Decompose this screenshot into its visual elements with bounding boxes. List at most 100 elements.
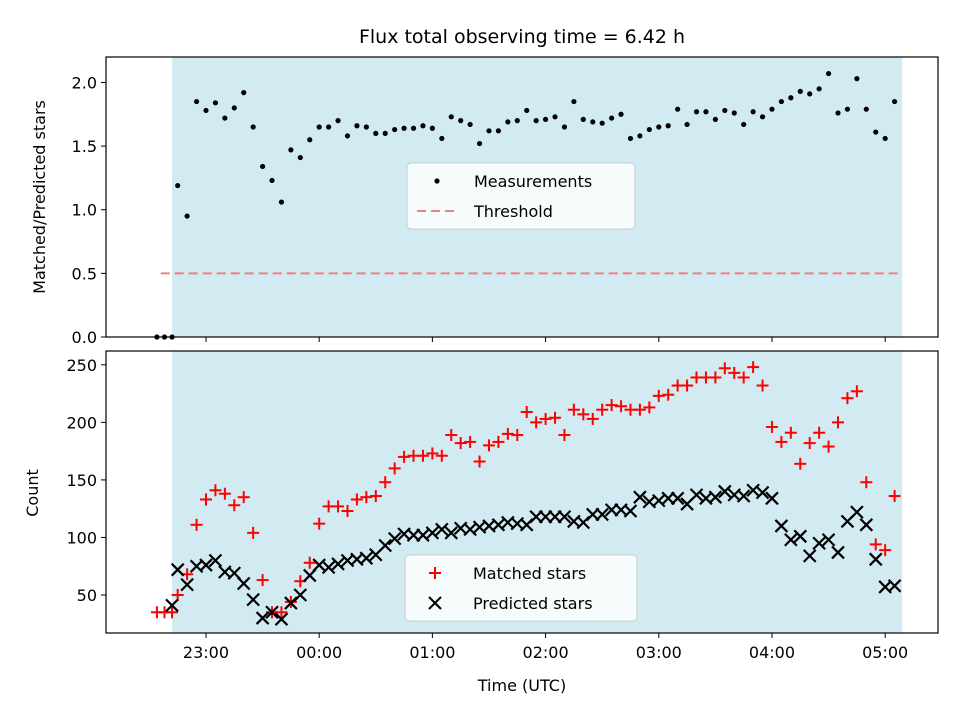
matched-star-point [728,366,741,379]
matched-star-point [869,538,882,551]
top-panel: 0.00.51.01.52.0 Matched/Predicted stars … [30,56,939,347]
measurement-point [241,90,247,96]
predicted-star-point [208,553,223,568]
matched-star-point [313,517,326,530]
measurement-point [344,133,351,139]
top-legend-box [406,162,636,230]
matched-star-point [775,435,788,448]
measurement-point [335,118,341,124]
predicted-star-point [859,518,874,532]
measurement-point [844,106,851,112]
x-tick-label: 03:00 [636,643,682,662]
matched-stars-points [150,361,901,619]
measurement-point [184,213,190,219]
y-tick-label: 1.5 [72,137,97,156]
predicted-star-point [784,532,798,547]
predicted-star-point [378,538,392,553]
y-tick-label: 250 [66,356,97,375]
matched-star-point [549,411,562,424]
measurement-point [807,91,813,97]
measurement-point [722,107,728,114]
measurement-point [212,100,219,106]
predicted-star-point [435,522,449,537]
matched-star-point [275,606,288,619]
matched-star-point [369,490,382,503]
measurement-point [486,128,492,134]
measurement-point [712,116,718,122]
matched-star-point [765,420,778,433]
predicted-star-point [633,490,647,504]
measurement-point [778,98,785,105]
matched-star-point [350,493,363,506]
matched-star-point [520,406,533,419]
legend-measurements-marker [434,178,440,184]
y-tick-label: 150 [66,471,97,490]
predicted-star-point [331,557,345,571]
bottom-y-axis-label: Count [23,469,42,517]
top-x-ticks [205,337,886,342]
predicted-star-point [246,592,260,607]
matched-star-point [303,556,316,569]
legend-predicted-marker [428,596,442,610]
measurement-point [363,124,369,130]
predicted-star-point [165,598,179,613]
measurement-point [250,124,256,130]
measurement-point [816,86,822,92]
matched-star-point [190,518,203,531]
matched-star-point [511,429,524,442]
matched-star-point [530,416,543,429]
predicted-star-point [670,491,685,506]
measurement-point [193,98,200,105]
measurement-point [741,121,747,128]
y-tick-label: 2.0 [72,73,97,92]
predicted-star-point [718,484,732,499]
measurement-point [288,147,294,153]
measurement-point [231,105,237,111]
matched-star-point [577,408,590,421]
matched-star-point [237,491,250,504]
measurement-point [693,109,700,115]
x-tick-label: 04:00 [749,643,795,662]
matched-star-point [605,399,618,412]
measurement-point [571,98,577,105]
measurement-point [759,114,766,120]
measurement-point [637,133,643,139]
measurement-point [656,124,662,130]
legend-measurements-label: Measurements [474,172,592,191]
predicted-star-point [170,562,185,577]
matched-star-point [567,403,580,416]
matched-star-point [388,462,401,475]
matched-star-point [633,403,646,416]
measurement-point [448,114,454,120]
measurement-point [561,124,568,130]
y-tick-label: 200 [66,413,97,432]
bottom-x-ticks: 23:00 00:00 01:00 02:00 03:00 04:00 05:00 [183,633,908,662]
predicted-star-point [557,509,572,524]
matched-star-point [379,476,392,489]
predicted-star-point [236,576,251,591]
matched-star-point [464,435,477,448]
measurement-point [203,107,209,114]
measurement-point [825,70,832,77]
measurement-point [599,120,605,126]
matched-star-point [615,400,628,413]
y-tick-label: 100 [66,528,97,547]
matched-star-point [501,427,514,440]
predicted-star-point [321,560,336,575]
measurement-point [646,126,652,133]
measurement-point [382,130,388,136]
measurement-point [307,137,313,143]
measurement-point [505,119,511,125]
measurement-point [618,111,624,117]
matched-star-point [199,493,212,506]
matched-star-point [426,447,439,460]
predicted-star-point [812,536,826,550]
x-tick-label: 05:00 [862,643,908,662]
matched-star-point [832,416,845,429]
predicted-star-point [180,577,194,592]
matched-star-point [643,401,656,414]
bottom-y-ticks: 50 100 150 200 250 [66,356,106,605]
matched-star-point [784,426,797,439]
matched-star-point [662,388,675,401]
bottom-legend: Matched stars Predicted stars [404,554,638,622]
